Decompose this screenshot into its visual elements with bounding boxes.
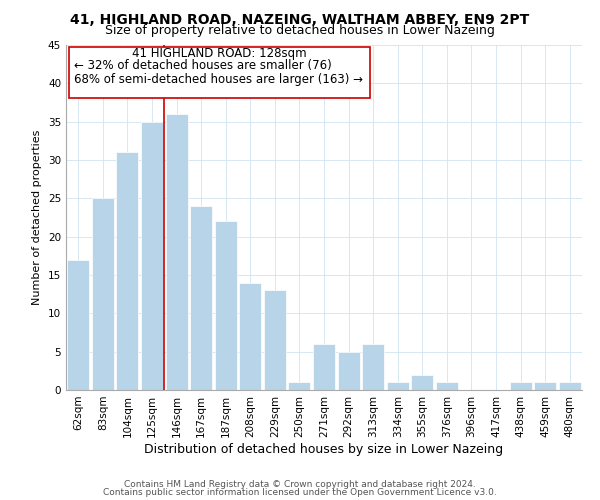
Text: Contains HM Land Registry data © Crown copyright and database right 2024.: Contains HM Land Registry data © Crown c… (124, 480, 476, 489)
Bar (116, 152, 139, 390)
Text: Size of property relative to detached houses in Lower Nazeing: Size of property relative to detached ho… (105, 24, 495, 37)
Text: ← 32% of detached houses are smaller (76): ← 32% of detached houses are smaller (76… (74, 59, 331, 72)
Bar (338, 352, 359, 390)
Bar (67, 260, 89, 390)
Bar (411, 374, 433, 390)
Text: Contains public sector information licensed under the Open Government Licence v3: Contains public sector information licen… (103, 488, 497, 497)
Bar (313, 344, 335, 390)
Bar (362, 344, 384, 390)
Bar (92, 198, 114, 390)
Text: 41, HIGHLAND ROAD, NAZEING, WALTHAM ABBEY, EN9 2PT: 41, HIGHLAND ROAD, NAZEING, WALTHAM ABBE… (70, 12, 530, 26)
Bar (166, 114, 188, 390)
Bar (264, 290, 286, 390)
Bar (386, 382, 409, 390)
Bar (141, 122, 163, 390)
Y-axis label: Number of detached properties: Number of detached properties (32, 130, 43, 305)
Text: 41 HIGHLAND ROAD: 128sqm: 41 HIGHLAND ROAD: 128sqm (132, 48, 307, 60)
Bar (534, 382, 556, 390)
Bar (509, 382, 532, 390)
Bar (190, 206, 212, 390)
FancyBboxPatch shape (68, 48, 370, 98)
Text: 68% of semi-detached houses are larger (163) →: 68% of semi-detached houses are larger (… (74, 72, 363, 86)
Bar (215, 222, 237, 390)
Bar (239, 282, 262, 390)
Bar (436, 382, 458, 390)
X-axis label: Distribution of detached houses by size in Lower Nazeing: Distribution of detached houses by size … (145, 442, 503, 456)
Bar (559, 382, 581, 390)
Bar (289, 382, 310, 390)
